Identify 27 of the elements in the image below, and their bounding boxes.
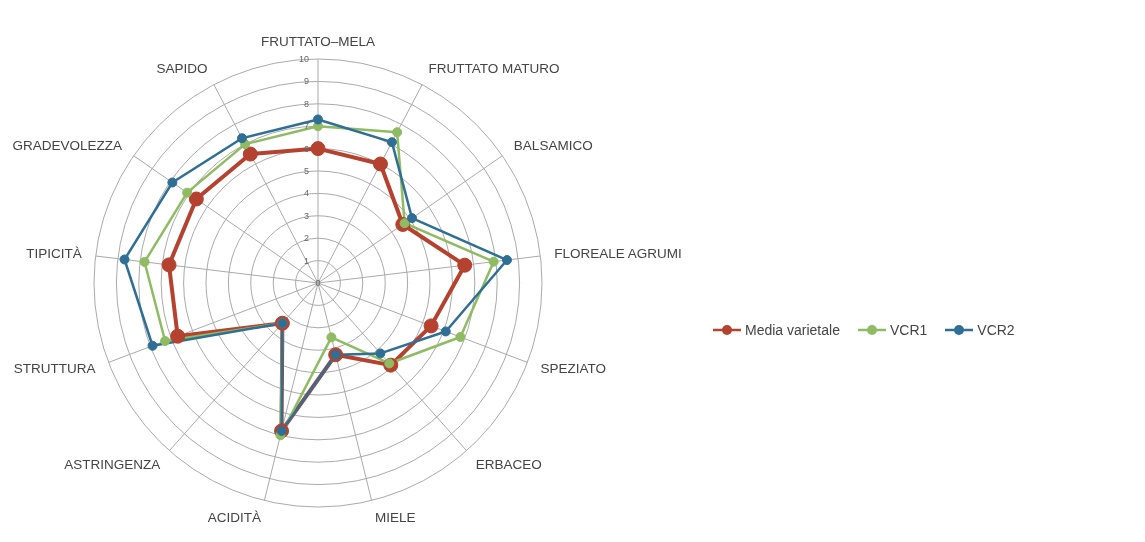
y-tick-label: 3 <box>303 210 309 221</box>
y-tick-label: 5 <box>303 166 309 176</box>
spoke-label: ERBACEO <box>475 456 542 472</box>
y-tick-label: 9 <box>303 76 309 87</box>
spoke-label: FRUTTATO MATURO <box>428 61 560 77</box>
y-tick-label: 8 <box>303 98 309 109</box>
spoke-label: ACIDITÀ <box>207 510 262 526</box>
spoke-label: STRUTTURA <box>13 361 96 377</box>
y-tick-label: 1 <box>303 255 309 266</box>
spoke-label: MIELE <box>374 510 416 526</box>
y-tick-label: 6 <box>303 143 309 154</box>
y-tick-label: 4 <box>303 188 309 199</box>
spoke-label: SPEZIATO <box>540 361 607 377</box>
legend-label: Media varietale <box>745 322 840 338</box>
y-tick-label: 10 <box>298 54 309 64</box>
spoke-label: SAPIDO <box>156 61 208 77</box>
spoke-label: FRUTTATO–MELA <box>260 33 376 49</box>
spoke-label: FLOREALE AGRUMI <box>554 246 682 262</box>
spoke-label: GRADEVOLEZZA <box>12 138 123 154</box>
spoke-label: TIPICITÀ <box>26 246 82 262</box>
y-tick-label: 7 <box>303 121 309 132</box>
legend-label: VCR2 <box>977 322 1015 338</box>
spoke-label: ASTRINGENZA <box>64 456 161 472</box>
legend-label: VCR1 <box>889 322 928 338</box>
y-tick-label: 2 <box>303 233 309 244</box>
y-tick-label: 0 <box>315 278 321 288</box>
spoke-label: BALSAMICO <box>513 138 593 154</box>
